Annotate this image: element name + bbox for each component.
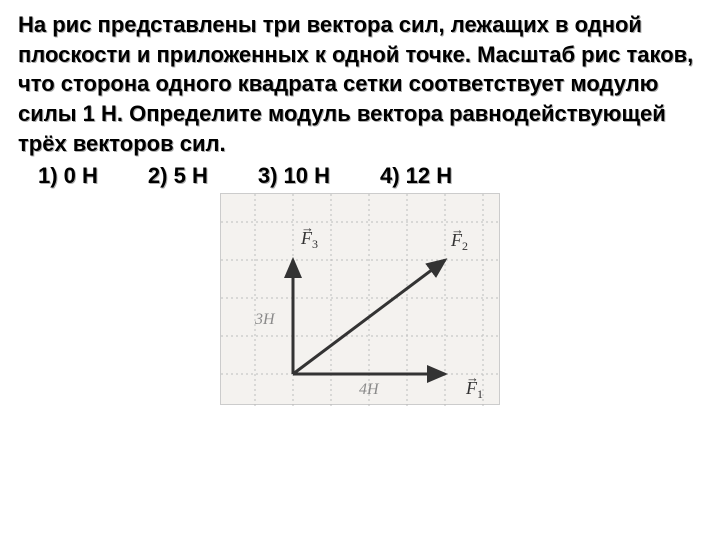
label-f1: → F1 xyxy=(465,366,484,401)
answer-3: 3) 10 Н xyxy=(258,163,330,189)
label-f3: → F3 xyxy=(300,216,319,251)
force-vector-diagram: → F3 → F2 → F1 3Н 4Н xyxy=(220,193,500,405)
answer-1: 1) 0 Н xyxy=(38,163,98,189)
side-label-bottom: 4Н xyxy=(359,381,380,398)
answer-2: 2) 5 Н xyxy=(148,163,208,189)
answer-options: 1) 0 Н 2) 5 Н 3) 10 Н 4) 12 Н xyxy=(18,163,702,189)
side-label-left: 3Н xyxy=(254,311,276,328)
problem-text: На рис представлены три вектора сил, леж… xyxy=(18,10,702,158)
label-f2: → F2 xyxy=(450,218,469,253)
vector-f2 xyxy=(293,260,445,374)
answer-4: 4) 12 Н xyxy=(380,163,452,189)
diagram-svg: → F3 → F2 → F1 3Н 4Н xyxy=(221,194,501,406)
